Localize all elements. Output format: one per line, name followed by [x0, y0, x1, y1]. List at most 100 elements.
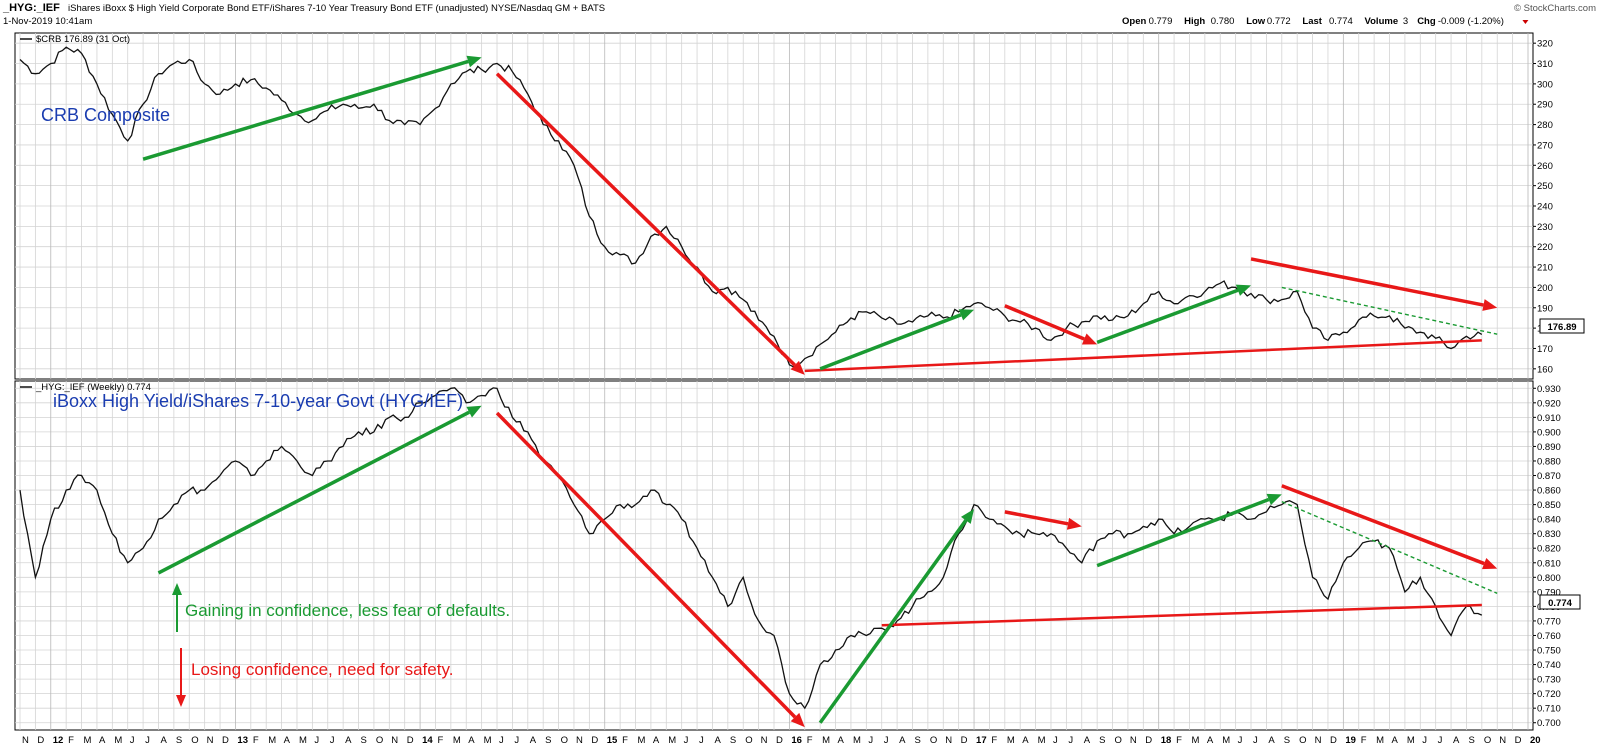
trend-arrowhead [1482, 557, 1498, 570]
y-tick-label: 310 [1537, 59, 1553, 70]
y-tick-label: 0.840 [1537, 515, 1561, 526]
gaining-arrow-icon [172, 583, 182, 632]
x-tick-label: J [884, 735, 889, 746]
y-tick-label: 0.870 [1537, 471, 1561, 482]
y-tick-label: 160 [1537, 364, 1553, 375]
x-tick-label: A [1453, 735, 1460, 746]
x-tick-label: J [684, 735, 689, 746]
y-tick-label: 300 [1537, 79, 1553, 90]
top-last-value-tag: 176.89 [1539, 318, 1585, 334]
x-tick-label: S [176, 735, 182, 746]
trend-arrow [1250, 257, 1484, 307]
x-tick-label: M [84, 735, 92, 746]
x-tick-label: A [653, 735, 660, 746]
losing-arrow-icon [176, 648, 186, 707]
credit-label: © StockCharts.com [1514, 3, 1596, 14]
y-tick-label: 0.890 [1537, 442, 1561, 453]
x-tick-label: D [407, 735, 414, 746]
x-tick-label: F [991, 735, 997, 746]
trend-arrow [142, 59, 469, 161]
x-tick-label: N [761, 735, 768, 746]
x-tick-label: M [1038, 735, 1046, 746]
trend-arrow [1004, 304, 1085, 341]
symbol-description: iShares iBoxx $ High Yield Corporate Bon… [68, 3, 605, 14]
x-tick-label: M [114, 735, 122, 746]
x-tick-label: F [68, 735, 74, 746]
y-tick-label: 0.930 [1537, 384, 1561, 395]
x-tick-label: A [838, 735, 845, 746]
y-tick-label: 260 [1537, 161, 1553, 172]
bottom-y-axis: 0.700 0.710 0.720 0.730 0.740 0.750 0.760 0.770… [1533, 384, 1561, 729]
x-tick-label: M [1407, 735, 1415, 746]
x-tick-label: M [484, 735, 492, 746]
x-tick-label: O [1299, 735, 1306, 746]
y-tick-label: 0.880 [1537, 456, 1561, 467]
x-tick-label: O [376, 735, 383, 746]
trend-arrowhead [958, 309, 975, 321]
x-tick-label: D [776, 735, 783, 746]
x-tick-label: N [207, 735, 214, 746]
dashed-trendline [1281, 286, 1498, 335]
x-tick-label: J [314, 735, 319, 746]
support-trendline [804, 339, 1482, 373]
quote-value: 0.772 [1267, 16, 1291, 27]
trend-arrowhead [790, 360, 805, 375]
x-tick-label: D [1330, 735, 1337, 746]
x-tick-label: A [284, 735, 291, 746]
y-tick-label: 0.900 [1537, 427, 1561, 438]
x-tick-label: 20 [1530, 735, 1541, 746]
x-tick-label: A [714, 735, 721, 746]
x-tick-label: A [899, 735, 906, 746]
x-tick-label: N [945, 735, 952, 746]
y-tick-label: 320 [1537, 39, 1553, 50]
x-tick-label: M [1222, 735, 1230, 746]
x-tick-label: A [160, 735, 167, 746]
x-tick-label: N [1130, 735, 1137, 746]
y-tick-label: 0.710 [1537, 704, 1561, 715]
quote-value: 0.780 [1211, 16, 1235, 27]
x-tick-label: M [668, 735, 676, 746]
y-tick-label: 0.800 [1537, 573, 1561, 584]
top-legend-label: $CRB 176.89 (31 Oct) [36, 34, 130, 45]
trend-arrow [157, 410, 471, 575]
y-tick-label: 0.910 [1537, 413, 1561, 424]
x-tick-label: M [1191, 735, 1199, 746]
x-tick-label: F [1176, 735, 1182, 746]
x-tick-label: F [253, 735, 259, 746]
x-tick-label: O [191, 735, 198, 746]
x-tick-label: N [1499, 735, 1506, 746]
x-tick-label: O [1484, 735, 1491, 746]
x-tick-label: A [1207, 735, 1214, 746]
trend-arrowhead [790, 712, 805, 728]
trend-arrow [495, 411, 797, 719]
x-tick-label: S [545, 735, 551, 746]
trend-arrowhead [960, 508, 975, 524]
x-tick-label: J [130, 735, 135, 746]
x-tick-label: A [468, 735, 475, 746]
y-tick-label: 0.860 [1537, 486, 1561, 497]
x-tick-label: A [1084, 735, 1091, 746]
x-axis: N D 12 F M A M J J A S O N D 13 F M A M J J A S O N D 14 F M A M J J A S O N… [22, 735, 1541, 746]
y-tick-label: 0.830 [1537, 529, 1561, 540]
x-tick-label: 15 [607, 735, 618, 746]
quote-value: 0.779 [1149, 16, 1173, 27]
x-tick-label: O [745, 735, 752, 746]
quote-value: 3 [1403, 16, 1408, 27]
quote-value: -0.009 (-1.20%) [1438, 16, 1504, 27]
x-tick-label: M [1376, 735, 1384, 746]
x-tick-label: M [822, 735, 830, 746]
y-tick-label: 240 [1537, 202, 1553, 213]
quote-label: Volume [1365, 16, 1399, 27]
x-tick-label: J [499, 735, 504, 746]
x-tick-label: A [1022, 735, 1029, 746]
y-tick-label: 0.730 [1537, 675, 1561, 686]
y-tick-label: 280 [1537, 120, 1553, 131]
x-tick-label: N [1315, 735, 1322, 746]
trend-arrow [495, 72, 796, 367]
y-tick-label: 0.750 [1537, 646, 1561, 657]
quote-bar: Open 0.779 High 0.780 Low 0.772 Last 0.774 Volum… [1122, 16, 1529, 27]
x-tick-label: 16 [791, 735, 802, 746]
top-grid [15, 33, 1533, 379]
x-tick-label: A [99, 735, 106, 746]
